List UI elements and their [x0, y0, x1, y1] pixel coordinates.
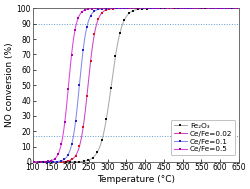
- Y-axis label: NO conversion (%): NO conversion (%): [5, 43, 14, 127]
- Legend: Fe₂O₃, Ce/Fe=0.02, Ce/Fe=0.1, Ce/Fe=0.5: Fe₂O₃, Ce/Fe=0.02, Ce/Fe=0.1, Ce/Fe=0.5: [170, 120, 234, 155]
- X-axis label: Temperature (°C): Temperature (°C): [96, 175, 174, 184]
